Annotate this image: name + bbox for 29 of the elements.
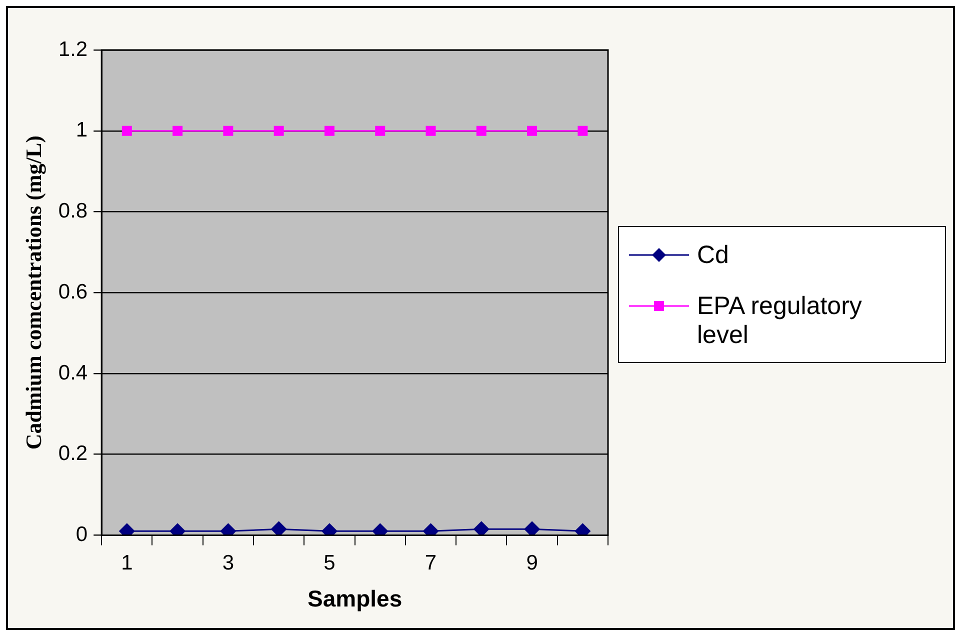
point (527, 126, 538, 136)
point (223, 126, 234, 136)
point (274, 126, 284, 136)
point (271, 521, 287, 536)
x-tick-label: 1 (121, 552, 133, 575)
y-tick-label: 1 (76, 118, 88, 142)
point (578, 126, 588, 136)
y-tick-label: 0 (76, 522, 88, 546)
point (122, 126, 132, 136)
point (524, 521, 540, 536)
x-tick-label: 5 (324, 552, 336, 575)
x-tick-label: 7 (424, 552, 437, 575)
x-tick-label: 3 (222, 552, 234, 575)
y-tick-label: 1.2 (58, 38, 88, 61)
y-tick-label: 0.2 (58, 442, 88, 466)
y-axis-title: Cadmium comcentrations (mg/L) (20, 136, 46, 450)
point (172, 126, 183, 136)
legend-label: EPA regulatory level (697, 292, 863, 350)
point (476, 126, 486, 136)
y-tick-label: 0.4 (58, 361, 88, 384)
x-axis-title: Samples (307, 586, 402, 612)
y-tick-label: 0.8 (58, 200, 88, 223)
point (324, 126, 334, 136)
point (375, 126, 386, 136)
x-tick-label: 9 (526, 552, 538, 575)
y-tick-label: 0.6 (58, 280, 88, 304)
point (426, 126, 436, 136)
legend-label: Cd (697, 241, 729, 270)
point (474, 521, 490, 536)
